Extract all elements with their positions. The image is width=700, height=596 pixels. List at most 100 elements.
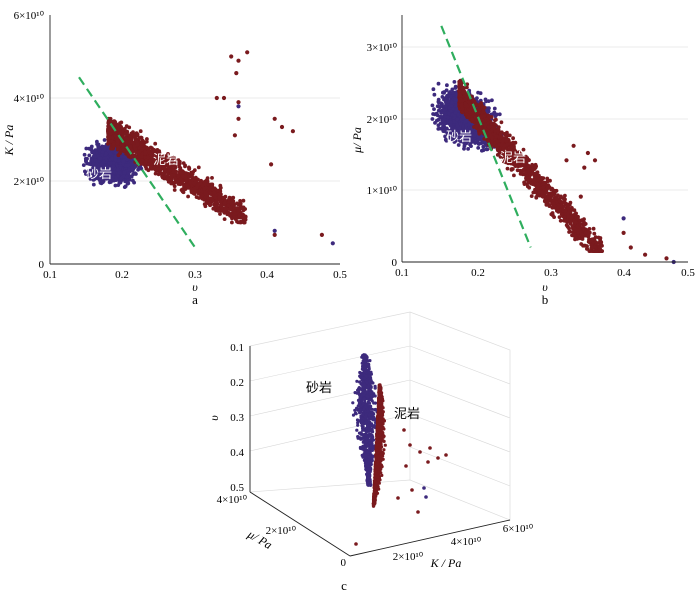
chart-b-point-sandstone — [439, 104, 443, 108]
chart-a-point-mudstone — [115, 147, 120, 152]
chart-b-point-sandstone — [441, 129, 446, 134]
chart-a-point-sandstone-outlier — [236, 104, 241, 109]
chart-b-point-sandstone — [436, 123, 441, 128]
chart-a-point-sandstone — [112, 170, 116, 175]
chart-a-point-sandstone — [107, 165, 111, 170]
chart-a-xtick: 0.5 — [333, 269, 347, 281]
chart-b-point-mudstone — [592, 231, 597, 236]
chart-b-point-sandstone — [442, 90, 447, 95]
chart-b-point-sandstone — [477, 141, 481, 146]
chart-a-point-sandstone — [129, 161, 134, 166]
chart-a-point-sandstone — [89, 158, 94, 163]
chart-b-point-sandstone — [450, 100, 454, 105]
chart-a-point-mudstone-outlier — [272, 232, 277, 237]
chart-a-point-sandstone — [91, 182, 96, 187]
chart-a-point-mudstone — [113, 134, 118, 139]
chart-a-point-mudstone — [235, 202, 240, 206]
chart-b-point-sandstone — [444, 100, 448, 104]
chart-a-point-mudstone — [208, 191, 213, 196]
chart-b-point-sandstone — [442, 122, 447, 126]
chart-a-point-mudstone — [237, 213, 242, 218]
chart-a-point-mudstone — [184, 178, 188, 183]
chart-a-point-mudstone — [203, 195, 208, 200]
chart-a-point-sandstone — [87, 153, 92, 158]
chart-a-point-mudstone — [124, 124, 129, 128]
chart-a-point-mudstone — [205, 179, 210, 184]
chart-b-point-sandstone — [436, 97, 441, 102]
chart-a-point-sandstone — [139, 166, 144, 171]
chart-a-point-mudstone — [144, 139, 149, 144]
chart-a-point-sandstone — [95, 175, 100, 180]
chart-a-point-mudstone — [176, 182, 181, 186]
chart-a-point-mudstone — [115, 139, 120, 143]
chart-a-point-mudstone-outlier — [272, 116, 277, 121]
chart-a-point-mudstone — [221, 195, 226, 200]
chart-b-point-sandstone — [448, 120, 453, 124]
chart-b-point-sandstone — [455, 123, 460, 128]
chart-a-point-sandstone — [110, 156, 115, 161]
chart-a-point-sandstone — [91, 171, 96, 176]
chart-a-point-mudstone-outlier — [221, 95, 227, 101]
chart-b-points — [430, 78, 676, 265]
chart-a-point-mudstone — [165, 174, 170, 179]
chart-b-point-sandstone — [453, 111, 458, 115]
chart-a-point-mudstone — [106, 124, 111, 128]
chart-a-point-mudstone — [173, 176, 177, 181]
chart-a-point-mudstone — [200, 193, 205, 198]
chart-b-point-sandstone — [453, 97, 458, 102]
chart-a-point-sandstone — [98, 156, 103, 161]
chart-a-point-mudstone — [211, 206, 216, 211]
chart-a-point-mudstone — [218, 189, 223, 194]
chart-a-point-mudstone — [239, 206, 244, 211]
chart-b-point-sandstone — [432, 92, 437, 97]
chart-a-point-sandstone-outlier — [330, 241, 335, 246]
chart-a-point-mudstone-outlier — [234, 71, 239, 76]
chart-a-point-mudstone-outlier — [290, 129, 295, 134]
chart-a-point-mudstone — [219, 203, 223, 208]
chart-a-point-mudstone — [156, 172, 161, 177]
chart-a-point-mudstone-outlier — [245, 50, 250, 55]
chart-a-point-sandstone — [111, 174, 115, 179]
chart-a-point-sandstone — [100, 150, 105, 155]
chart-a-panel-label: a — [192, 292, 198, 307]
chart-a-point-sandstone — [108, 152, 113, 156]
chart-a-point-mudstone — [189, 170, 194, 175]
chart-a-point-sandstone — [100, 144, 105, 149]
chart-b-point-sandstone — [454, 92, 458, 96]
chart-a-ytick: 6×10¹⁰ — [14, 10, 45, 22]
chart-a-point-mudstone — [209, 196, 213, 201]
chart-a-point-mudstone — [196, 182, 201, 187]
chart-b-point-sandstone — [472, 133, 477, 138]
chart-a-point-sandstone — [111, 177, 115, 182]
chart-a-point-sandstone — [106, 172, 111, 177]
chart-b-point-sandstone — [449, 104, 454, 108]
chart-a-point-sandstone — [96, 144, 101, 149]
chart-a-point-sandstone — [113, 154, 118, 159]
chart-a-sandstone-label: 砂岩 — [86, 167, 112, 182]
chart-b-point-sandstone — [430, 117, 435, 121]
chart-a-point-mudstone — [183, 187, 188, 192]
chart-a-point-mudstone — [122, 131, 127, 136]
chart-a-point-sandstone-outlier — [272, 228, 277, 233]
chart-a-point-mudstone — [218, 212, 222, 216]
chart-a-point-sandstone — [121, 159, 126, 164]
chart-a-point-mudstone — [139, 155, 144, 159]
chart-a-point-sandstone — [102, 170, 107, 175]
chart-b-point-mudstone — [489, 115, 494, 119]
chart-b-point-mudstone — [505, 166, 510, 171]
chart-a-point-mudstone — [132, 135, 137, 140]
chart-a-point-sandstone — [84, 146, 89, 151]
chart-a-point-mudstone — [213, 195, 218, 200]
chart-a-point-mudstone — [117, 127, 122, 132]
chart-a-point-mudstone-outlier — [236, 116, 241, 121]
chart-a-point-mudstone — [170, 173, 174, 178]
chart-a-point-sandstone — [122, 170, 127, 175]
chart-a-point-mudstone — [127, 140, 131, 145]
chart-a-point-sandstone — [109, 161, 113, 166]
chart-a-point-mudstone — [137, 136, 142, 141]
chart-a-point-mudstone — [241, 213, 245, 217]
chart-a-point-mudstone — [179, 171, 184, 175]
chart-a-point-sandstone — [96, 168, 100, 173]
chart-a-point-mudstone-outlier — [232, 133, 237, 138]
chart-b-point-sandstone — [473, 139, 477, 144]
